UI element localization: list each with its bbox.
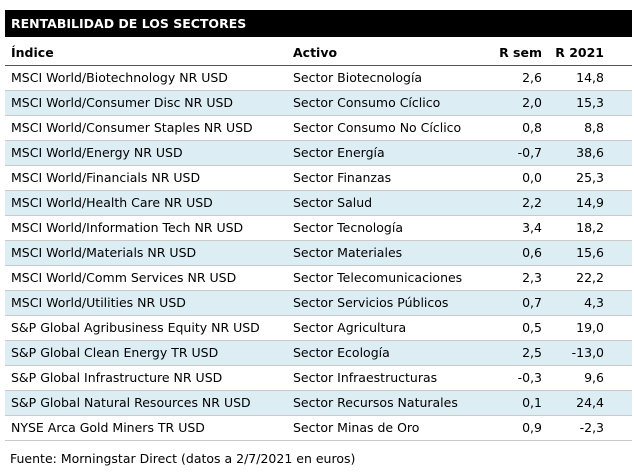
- table-cell: MSCI World/Information Tech NR USD: [11, 220, 244, 235]
- table-cell: Sector Finanzas: [293, 170, 392, 185]
- table-cell: MSCI World/Consumer Disc NR USD: [11, 95, 234, 110]
- table-cell: Sector Recursos Naturales: [293, 395, 458, 410]
- table-cell: 25,3: [576, 170, 604, 185]
- table-cell: 2,6: [522, 70, 542, 85]
- table-cell: Sector Infraestructuras: [293, 370, 438, 385]
- table-cell: MSCI World/Utilities NR USD: [11, 295, 186, 310]
- table-row: MSCI World/Materials NR USD Sector Materi…: [5, 241, 632, 266]
- table-cell: 0,5: [522, 320, 542, 335]
- table: Índice Activo R sem R 2021 MSCI World/Biotec…: [5, 41, 632, 441]
- table-cell: Sector Materiales: [293, 245, 403, 260]
- table-cell: 2,3: [522, 270, 542, 285]
- table-cell: MSCI World/Comm Services NR USD: [11, 270, 237, 285]
- column-header: R 2021: [555, 45, 604, 60]
- header-row: Índice Activo R sem R 2021: [5, 41, 632, 66]
- table-cell: 15,3: [576, 95, 604, 110]
- source-note: Fuente: Morningstar Direct (datos a 2/7/…: [10, 451, 356, 466]
- table-row: MSCI World/Consumer Disc NR USD Sector Co…: [5, 91, 632, 116]
- table-cell: 0,8: [522, 120, 542, 135]
- table-cell: -13,0: [571, 345, 604, 360]
- table-cell: 2,0: [522, 95, 542, 110]
- table-row: MSCI World/Biotechnology NR USD Sector Bi…: [5, 66, 632, 91]
- table-cell: 19,0: [576, 320, 604, 335]
- table-cell: 24,4: [576, 395, 604, 410]
- table-row: S&P Global Clean Energy TR USD Sector Eco…: [5, 341, 632, 366]
- table-cell: Sector Ecología: [293, 345, 390, 360]
- table-cell: 0,0: [522, 170, 542, 185]
- table-row: NYSE Arca Gold Miners TR USD Sector Minas…: [5, 416, 632, 441]
- table-cell: MSCI World/Materials NR USD: [11, 245, 197, 260]
- table-cell: MSCI World/Health Care NR USD: [11, 195, 213, 210]
- table-cell: Sector Telecomunicaciones: [293, 270, 463, 285]
- table-cell: 18,2: [576, 220, 604, 235]
- table-cell: 9,6: [584, 370, 604, 385]
- table-row: MSCI World/Consumer Staples NR USD Sector…: [5, 116, 632, 141]
- table-cell: Sector Minas de Oro: [293, 420, 420, 435]
- table-cell: 4,3: [584, 295, 604, 310]
- table-row: MSCI World/Utilities NR USD Sector Servic…: [5, 291, 632, 316]
- table-title: RENTABILIDAD DE LOS SECTORES: [5, 10, 632, 37]
- table-cell: 38,6: [576, 145, 604, 160]
- table-cell: MSCI World/Biotechnology NR USD: [11, 70, 228, 85]
- table-cell: S&P Global Clean Energy TR USD: [11, 345, 219, 360]
- table-row: MSCI World/Financials NR USD Sector Finan…: [5, 166, 632, 191]
- table-cell: S&P Global Agribusiness Equity NR USD: [11, 320, 260, 335]
- table-cell: 2,5: [522, 345, 542, 360]
- table-cell: 3,4: [522, 220, 542, 235]
- table-cell: MSCI World/Consumer Staples NR USD: [11, 120, 253, 135]
- table-row: MSCI World/Comm Services NR USD Sector Te…: [5, 266, 632, 291]
- table-row: MSCI World/Information Tech NR USD Sector…: [5, 216, 632, 241]
- column-header: Índice: [11, 45, 54, 60]
- table-cell: -0,7: [517, 145, 542, 160]
- table-cell: 0,1: [522, 395, 542, 410]
- table-cell: 0,9: [522, 420, 542, 435]
- table-cell: 14,8: [576, 70, 604, 85]
- table-cell: Sector Tecnología: [293, 220, 403, 235]
- table-cell: Sector Energía: [293, 145, 385, 160]
- table-cell: NYSE Arca Gold Miners TR USD: [11, 420, 205, 435]
- table-cell: 15,6: [576, 245, 604, 260]
- table-cell: 14,9: [576, 195, 604, 210]
- table-cell: Sector Salud: [293, 195, 373, 210]
- table-row: MSCI World/Health Care NR USD Sector Salu…: [5, 191, 632, 216]
- table-cell: 0,7: [522, 295, 542, 310]
- table-cell: MSCI World/Financials NR USD: [11, 170, 201, 185]
- table-cell: 22,2: [576, 270, 604, 285]
- table-cell: 0,6: [522, 245, 542, 260]
- table-row: S&P Global Natural Resources NR USD Secto…: [5, 391, 632, 416]
- table-cell: Sector Consumo Cíclico: [293, 95, 441, 110]
- table-row: MSCI World/Energy NR USD Sector Energía -0…: [5, 141, 632, 166]
- table-cell: Sector Consumo No Cíclico: [293, 120, 462, 135]
- column-header: R sem: [499, 45, 542, 60]
- table-cell: Sector Biotecnología: [293, 70, 423, 85]
- table-row: S&P Global Infrastructure NR USD Sector I…: [5, 366, 632, 391]
- table-cell: -2,3: [579, 420, 604, 435]
- table-cell: 8,8: [584, 120, 604, 135]
- column-header: Activo: [293, 45, 338, 60]
- table-cell: 2,2: [522, 195, 542, 210]
- table-cell: S&P Global Infrastructure NR USD: [11, 370, 223, 385]
- table-cell: Sector Agricultura: [293, 320, 407, 335]
- table-row: S&P Global Agribusiness Equity NR USD Sec…: [5, 316, 632, 341]
- table-cell: -0,3: [517, 370, 542, 385]
- table-cell: S&P Global Natural Resources NR USD: [11, 395, 251, 410]
- table-cell: Sector Servicios Públicos: [293, 295, 449, 310]
- table-cell: MSCI World/Energy NR USD: [11, 145, 183, 160]
